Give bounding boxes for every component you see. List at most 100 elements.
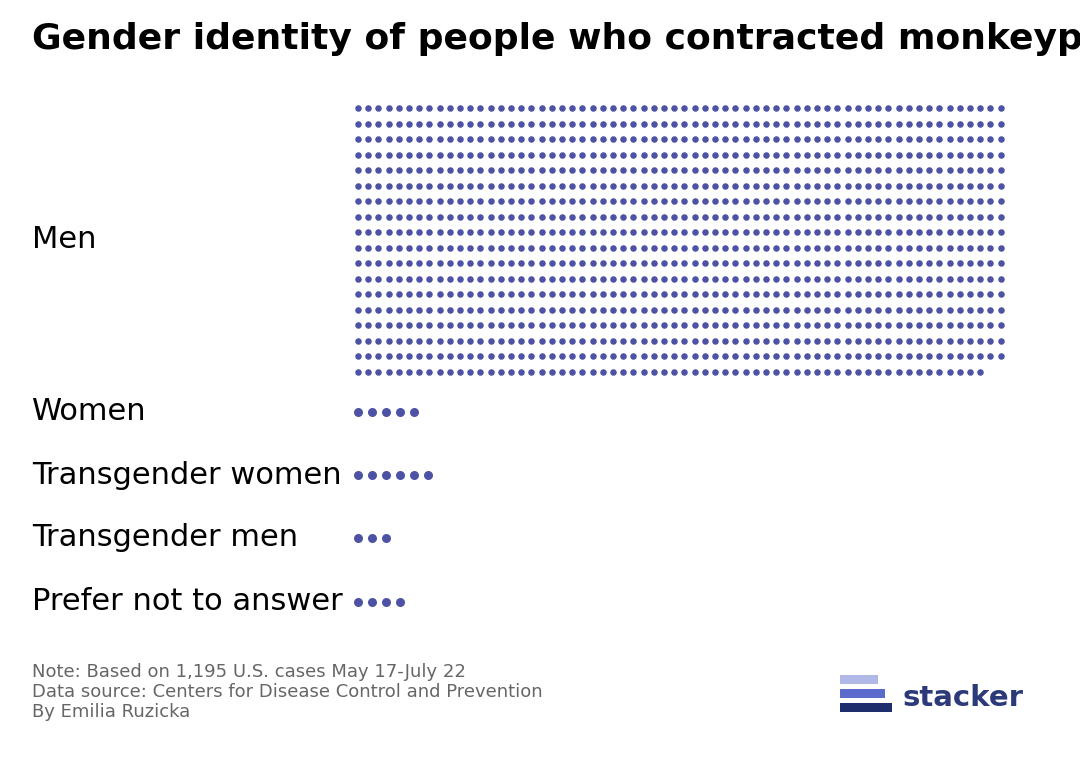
Point xyxy=(451,149,469,161)
Point xyxy=(624,257,642,270)
Point xyxy=(951,195,969,207)
Point xyxy=(645,350,662,362)
Point xyxy=(788,319,806,331)
Point xyxy=(645,210,662,223)
Point xyxy=(451,117,469,129)
Point xyxy=(869,133,887,146)
Point xyxy=(645,365,662,377)
Point xyxy=(441,164,458,176)
Point xyxy=(390,350,407,362)
Point xyxy=(419,469,436,481)
Point xyxy=(615,195,632,207)
Point xyxy=(584,319,602,331)
Point xyxy=(451,350,469,362)
Point xyxy=(461,164,478,176)
Point xyxy=(880,102,897,114)
Point xyxy=(788,350,806,362)
Point xyxy=(441,319,458,331)
Point xyxy=(482,164,499,176)
Point xyxy=(788,195,806,207)
Point xyxy=(951,210,969,223)
Point xyxy=(931,102,948,114)
Point xyxy=(727,303,744,316)
Point xyxy=(645,319,662,331)
Point xyxy=(380,210,397,223)
Point xyxy=(798,226,815,238)
Point xyxy=(747,117,765,129)
Point xyxy=(624,179,642,192)
Point xyxy=(737,350,754,362)
Point xyxy=(584,257,602,270)
Point xyxy=(910,179,928,192)
Point xyxy=(573,164,591,176)
Point xyxy=(686,133,703,146)
Point xyxy=(401,319,418,331)
Point xyxy=(594,350,611,362)
Point xyxy=(380,257,397,270)
Text: Men: Men xyxy=(32,226,96,254)
Point xyxy=(523,273,540,285)
Point xyxy=(451,133,469,146)
Point xyxy=(441,195,458,207)
Point xyxy=(768,210,785,223)
Point xyxy=(513,303,530,316)
Point xyxy=(757,210,774,223)
Point xyxy=(532,303,550,316)
Point xyxy=(584,133,602,146)
Point xyxy=(461,117,478,129)
Point xyxy=(778,117,795,129)
Point xyxy=(513,117,530,129)
Point xyxy=(931,149,948,161)
Point xyxy=(828,117,846,129)
Point xyxy=(972,257,989,270)
Point xyxy=(349,226,366,238)
Point xyxy=(961,303,978,316)
Point xyxy=(931,334,948,346)
Point xyxy=(900,319,917,331)
Point xyxy=(982,303,999,316)
Point xyxy=(410,210,428,223)
Point xyxy=(441,133,458,146)
Point xyxy=(523,303,540,316)
Point xyxy=(991,164,1009,176)
Point xyxy=(778,102,795,114)
Point xyxy=(951,350,969,362)
Point xyxy=(869,365,887,377)
Point xyxy=(676,149,693,161)
Point xyxy=(451,195,469,207)
Point xyxy=(635,257,652,270)
Point xyxy=(716,334,733,346)
Point xyxy=(431,319,448,331)
Point xyxy=(635,226,652,238)
Point xyxy=(890,149,907,161)
Point xyxy=(635,303,652,316)
Point xyxy=(543,210,561,223)
Point xyxy=(869,273,887,285)
Point xyxy=(564,350,581,362)
Point xyxy=(900,288,917,300)
Point xyxy=(390,226,407,238)
Point xyxy=(920,303,937,316)
Point xyxy=(727,133,744,146)
Point xyxy=(360,226,377,238)
Point xyxy=(349,596,366,608)
Point xyxy=(390,273,407,285)
Point xyxy=(532,117,550,129)
Point xyxy=(747,257,765,270)
Point xyxy=(421,273,438,285)
Point xyxy=(615,257,632,270)
Point xyxy=(380,334,397,346)
Point xyxy=(931,319,948,331)
Point xyxy=(961,257,978,270)
Point xyxy=(553,102,570,114)
Point xyxy=(482,273,499,285)
Point xyxy=(461,133,478,146)
Point xyxy=(594,117,611,129)
Point xyxy=(819,288,836,300)
Point xyxy=(941,164,958,176)
Point xyxy=(543,179,561,192)
Point xyxy=(390,117,407,129)
Point xyxy=(768,257,785,270)
Point xyxy=(553,273,570,285)
Point xyxy=(513,350,530,362)
